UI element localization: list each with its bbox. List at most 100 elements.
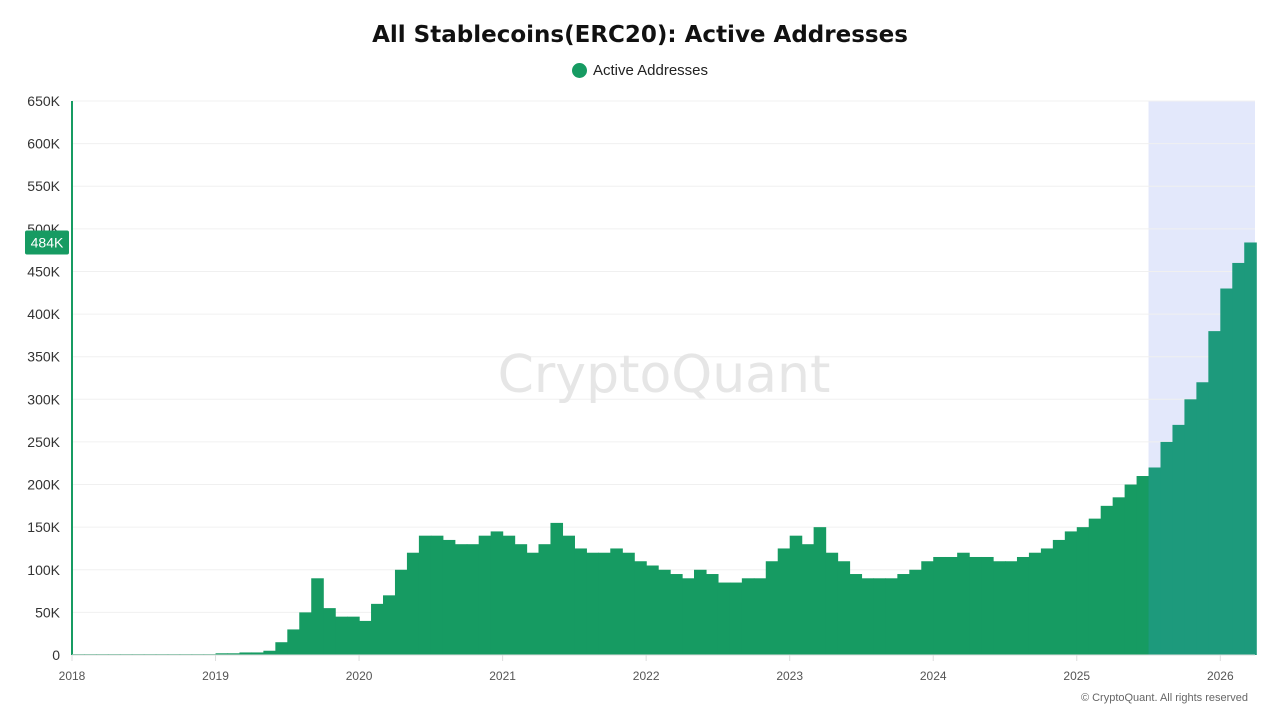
bar bbox=[957, 552, 970, 655]
x-tick-label: 2022 bbox=[633, 669, 660, 683]
bar bbox=[538, 544, 552, 655]
bar bbox=[550, 522, 564, 655]
bar bbox=[933, 556, 946, 655]
bar bbox=[909, 569, 922, 655]
bar bbox=[705, 574, 719, 655]
bar bbox=[1220, 288, 1233, 655]
bar bbox=[610, 548, 623, 655]
bar bbox=[825, 552, 839, 655]
bar bbox=[1196, 382, 1209, 655]
bar bbox=[1136, 476, 1150, 655]
bar bbox=[622, 552, 635, 655]
bar bbox=[490, 531, 504, 655]
bar bbox=[454, 544, 468, 655]
bar bbox=[586, 552, 599, 655]
x-tick-label: 2023 bbox=[776, 669, 803, 683]
bar bbox=[1028, 552, 1042, 655]
bar bbox=[299, 612, 312, 655]
bar bbox=[1184, 399, 1197, 655]
bar bbox=[430, 535, 444, 655]
y-tick-label: 0 bbox=[52, 647, 60, 663]
bar bbox=[251, 652, 264, 655]
current-value-badge bbox=[25, 230, 69, 255]
bar bbox=[1172, 424, 1186, 655]
bar bbox=[478, 535, 492, 655]
bar bbox=[383, 595, 396, 655]
y-tick-label: 200K bbox=[27, 477, 60, 493]
bar bbox=[753, 578, 767, 655]
bar bbox=[442, 539, 456, 655]
bar bbox=[777, 548, 791, 655]
bar bbox=[287, 629, 300, 655]
legend-label: Active Addresses bbox=[592, 62, 709, 79]
bar bbox=[239, 652, 253, 655]
bar bbox=[646, 565, 659, 655]
bar bbox=[1232, 262, 1245, 655]
bar bbox=[215, 653, 229, 655]
bar bbox=[813, 527, 827, 655]
y-tick-label: 50K bbox=[35, 604, 61, 620]
bar bbox=[598, 552, 611, 655]
bar bbox=[1064, 531, 1078, 655]
y-tick-label: 450K bbox=[27, 263, 60, 279]
bar bbox=[789, 535, 803, 655]
bar bbox=[227, 653, 241, 655]
bar bbox=[885, 578, 898, 655]
bar bbox=[741, 578, 755, 655]
bar bbox=[658, 569, 671, 655]
bar bbox=[394, 569, 408, 655]
y-tick-label: 300K bbox=[27, 391, 60, 407]
bar bbox=[1076, 527, 1090, 655]
bar bbox=[849, 574, 863, 655]
bar bbox=[945, 556, 958, 655]
bar bbox=[694, 569, 707, 655]
bar bbox=[1208, 331, 1221, 655]
bar bbox=[993, 561, 1006, 655]
copyright: © CryptoQuant. All rights reserved bbox=[1080, 692, 1248, 704]
y-tick-label: 400K bbox=[27, 306, 60, 322]
bar bbox=[801, 544, 815, 655]
bar bbox=[729, 582, 743, 655]
bar bbox=[837, 561, 851, 655]
bar bbox=[574, 548, 587, 655]
bar bbox=[1124, 484, 1138, 655]
bar bbox=[406, 552, 420, 655]
legend: Active Addresses bbox=[0, 62, 1280, 79]
bar bbox=[371, 603, 384, 655]
bar bbox=[1148, 467, 1162, 655]
bar bbox=[514, 544, 528, 655]
bar bbox=[1160, 441, 1174, 655]
x-tick-label: 2026 bbox=[1207, 669, 1234, 683]
x-tick-label: 2019 bbox=[202, 669, 229, 683]
y-tick-label: 250K bbox=[27, 434, 60, 450]
bar bbox=[1052, 539, 1066, 655]
bar bbox=[1005, 561, 1018, 655]
bar bbox=[897, 574, 910, 655]
y-tick-label: 100K bbox=[27, 562, 60, 578]
bar bbox=[682, 578, 695, 655]
y-tick-label: 150K bbox=[27, 519, 60, 535]
chart-title: All Stablecoins(ERC20): Active Addresses bbox=[372, 22, 908, 48]
x-tick-label: 2024 bbox=[920, 669, 947, 683]
y-tick-label: 600K bbox=[27, 136, 60, 152]
bar bbox=[526, 552, 540, 655]
y-tick-label: 350K bbox=[27, 349, 60, 365]
bar bbox=[969, 556, 982, 655]
bar bbox=[717, 582, 731, 655]
bar bbox=[347, 616, 360, 655]
bar bbox=[335, 616, 348, 655]
bar bbox=[359, 620, 372, 655]
bar bbox=[502, 535, 516, 655]
bar bbox=[275, 642, 288, 655]
bar bbox=[634, 561, 647, 655]
bar bbox=[263, 650, 276, 655]
bar bbox=[1112, 497, 1126, 655]
bar bbox=[1088, 518, 1102, 655]
bar bbox=[562, 535, 575, 655]
bar bbox=[921, 561, 934, 655]
bar bbox=[861, 578, 875, 655]
bar bbox=[311, 578, 324, 655]
bar bbox=[873, 578, 886, 655]
y-tick-label: 550K bbox=[27, 178, 60, 194]
